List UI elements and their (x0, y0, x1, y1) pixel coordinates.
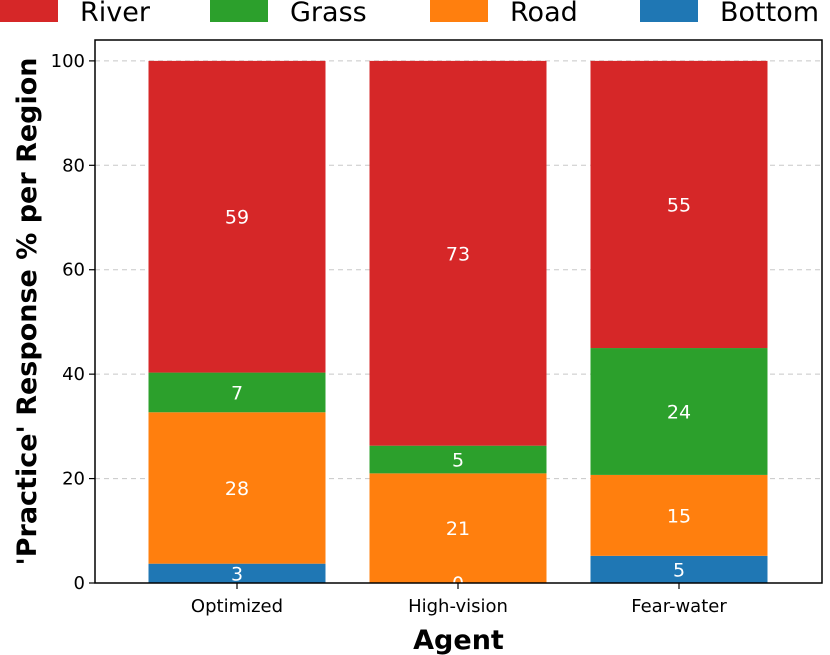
y-axis: 0 20 40 60 80 100 (51, 51, 95, 594)
data-label-bottom: 3 (231, 563, 243, 585)
x-tick-label: High-vision (408, 596, 508, 617)
bar-segment-river (590, 60, 768, 349)
x-axis-title: Agent (413, 625, 504, 655)
y-tick-label: 40 (62, 364, 85, 385)
y-tick-label: 100 (51, 51, 85, 72)
bar-segment-bottom (590, 555, 768, 583)
data-label-river: 73 (446, 243, 470, 265)
data-label-grass: 5 (452, 450, 464, 472)
data-label-river: 59 (225, 207, 249, 229)
data-label-road: 21 (446, 518, 470, 540)
y-tick-label: 0 (74, 573, 85, 594)
bar-segment-road (148, 412, 326, 564)
data-label-grass: 7 (231, 382, 243, 404)
data-label-grass: 24 (667, 401, 691, 423)
legend-swatch-river (0, 0, 58, 22)
x-tick-label: Optimized (191, 596, 283, 617)
bar-segment-river (369, 60, 547, 446)
legend: River Grass Road Bottom (0, 0, 819, 28)
y-tick-label: 80 (62, 155, 85, 176)
y-tick-label: 20 (62, 469, 85, 490)
bar-segment-grass (590, 348, 768, 475)
bars (148, 60, 768, 583)
legend-label-road: Road (510, 0, 578, 28)
legend-swatch-road (430, 0, 488, 22)
y-axis-title: 'Practice' Response % per Region (12, 57, 43, 565)
bar-segment-bottom (148, 563, 326, 583)
data-label-road: 15 (667, 505, 691, 527)
data-label-bottom: 5 (673, 559, 685, 581)
x-axis: Optimized High-vision Fear-water (191, 583, 727, 617)
data-label-road: 28 (225, 478, 249, 500)
bar-segment-grass (148, 372, 326, 413)
legend-label-river: River (80, 0, 151, 28)
x-tick-label: Fear-water (631, 596, 727, 617)
bar-segment-grass (369, 445, 547, 474)
bar-segment-road (590, 474, 768, 556)
bar-segment-road (369, 473, 547, 583)
bar-segment-river (148, 60, 326, 373)
legend-label-bottom: Bottom (720, 0, 819, 28)
y-tick-label: 60 (62, 260, 85, 281)
data-label-river: 55 (667, 194, 691, 216)
legend-label-grass: Grass (290, 0, 367, 28)
legend-swatch-bottom (640, 0, 698, 22)
legend-swatch-grass (210, 0, 268, 22)
